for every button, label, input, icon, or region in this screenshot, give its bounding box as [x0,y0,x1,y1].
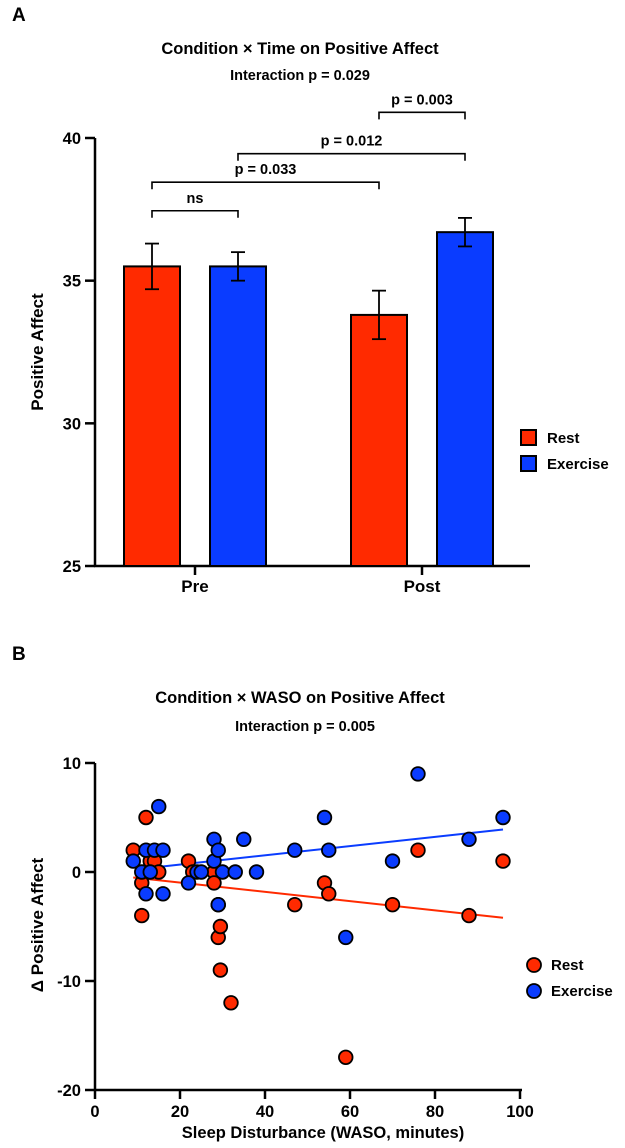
x-tick-label: 20 [171,1103,189,1121]
y-tick-label: 10 [63,755,81,773]
point-exercise [495,809,511,826]
panel-a-legend: Rest Exercise [520,429,609,473]
panel-b-title: Condition × WASO on Positive Affect [155,689,445,707]
x-tick-label: 40 [256,1103,274,1121]
bar-rest [350,313,408,568]
point-exercise [151,798,167,815]
point-rest [384,897,401,913]
point-exercise [384,853,401,869]
point-rest [287,897,303,913]
legend-label-rest: Rest [547,430,580,447]
point-rest [321,886,337,902]
x-tick-label: Post [404,577,441,596]
point-exercise [155,886,171,902]
panel-a-subtitle: Interaction p = 0.029 [230,68,370,84]
point-exercise [410,766,426,782]
y-tick-label: -20 [57,1082,81,1100]
panel-b-subtitle: Interaction p = 0.005 [235,719,375,735]
point-exercise [138,886,154,902]
x-tick-label: Pre [181,577,208,596]
point-exercise [210,897,226,913]
significance-label: p = 0.012 [321,134,383,150]
panel-a-letter: A [12,5,26,26]
x-tick-label: 100 [506,1103,534,1121]
y-tick-label: 0 [72,864,81,882]
significance-bracket [151,209,239,218]
point-rest [134,907,150,924]
point-exercise [321,842,337,858]
significance-label: p = 0.033 [235,162,297,178]
point-exercise [461,831,477,848]
legend-label-exercise-b: Exercise [551,983,613,1000]
y-tick-label: 35 [63,273,81,291]
point-exercise [142,864,158,880]
point-exercise [155,842,171,858]
x-tick-label: 0 [90,1103,99,1121]
point-rest [461,907,477,924]
point-exercise [287,842,303,858]
panel-a-significance-brackets: ns p = 0.033 p = 0.012 p = 0.003 [151,92,466,218]
legend-marker-rest [526,957,542,973]
point-rest [212,918,229,935]
y-tick-label: -10 [57,973,81,991]
y-tick-label: 40 [63,130,81,148]
point-exercise [338,929,354,946]
point-rest [223,995,239,1011]
significance-label: ns [187,191,204,207]
panel-a-title: Condition × Time on Positive Affect [161,40,439,58]
legend-swatch-rest [520,429,537,446]
panel-b-points [125,766,511,1066]
point-rest [410,842,426,858]
point-exercise [316,809,333,826]
point-rest [495,853,511,869]
panel-b-ylabel: Δ Positive Affect [28,857,47,992]
significance-bracket [378,111,466,120]
point-rest [138,809,154,826]
panel-b-xlabel: Sleep Disturbance (WASO, minutes) [182,1124,464,1142]
point-exercise [227,864,243,880]
point-rest [206,875,222,891]
legend-marker-exercise [526,983,542,999]
legend-label-rest-b: Rest [551,957,584,974]
panel-a-ylabel: Positive Affect [28,293,47,411]
panel-b-legend: Rest Exercise [526,957,613,1000]
point-exercise [248,864,265,880]
bar-exercise [209,265,267,567]
point-rest [338,1049,354,1066]
panel-a-bars [123,216,494,568]
y-tick-label: 25 [63,558,81,576]
significance-bracket [151,181,380,190]
legend-swatch-exercise [520,455,537,472]
panel-b-letter: B [12,644,26,665]
significance-label: p = 0.003 [391,92,453,108]
point-exercise [180,875,197,891]
point-exercise [210,842,226,858]
x-tick-label: 60 [341,1103,359,1121]
bar-rest [123,265,181,567]
point-exercise [193,864,209,880]
point-exercise [214,864,231,880]
point-rest [212,962,229,978]
legend-label-exercise: Exercise [547,456,609,473]
x-tick-label: 80 [426,1103,444,1121]
point-exercise [236,831,252,848]
bar-exercise [436,231,494,567]
y-tick-label: 30 [63,415,81,433]
point-exercise [125,853,141,869]
significance-bracket [237,152,466,161]
